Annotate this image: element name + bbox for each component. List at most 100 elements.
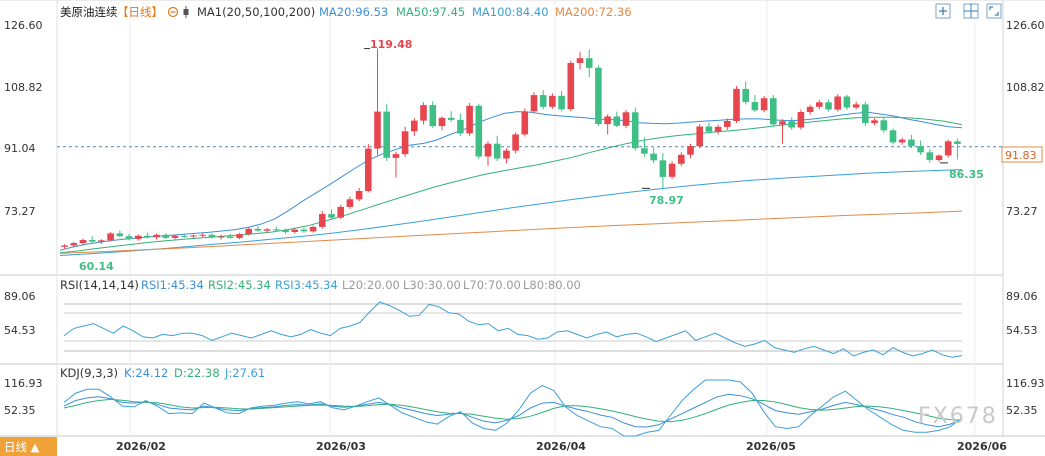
rsi1-line	[63, 301, 963, 358]
candle-up	[852, 104, 860, 108]
period-button-label: 日线 ▲	[4, 440, 40, 454]
candle-down	[954, 141, 961, 144]
candle-down	[162, 234, 170, 238]
candle-up	[346, 199, 354, 207]
candle-up	[79, 240, 87, 244]
candlesticks	[61, 48, 961, 250]
ma20-label: MA20:96.53	[319, 5, 388, 19]
candle-up	[420, 105, 427, 121]
candle-down	[125, 236, 133, 239]
price-tick-left: 126.60	[4, 19, 43, 32]
candle-up	[871, 120, 878, 124]
k-label: K:24.12	[124, 366, 168, 380]
rsi2-label: RSI2:45.34	[208, 278, 271, 292]
candle-down	[705, 126, 713, 132]
candle-up	[530, 95, 538, 112]
candle-up	[944, 141, 952, 156]
candle-up	[107, 233, 114, 241]
candle-up	[190, 235, 197, 237]
rsi-line	[63, 301, 963, 358]
candle-down	[88, 240, 96, 242]
indicator-label: MA1(20,50,100,200)	[197, 5, 315, 19]
expand-icon[interactable]	[986, 3, 1002, 19]
candle-down	[843, 96, 851, 108]
grid-icon[interactable]	[963, 3, 979, 19]
candle-up	[236, 234, 243, 238]
candle-up	[576, 58, 584, 63]
candle-up	[392, 154, 400, 158]
candle-down	[742, 88, 749, 102]
rsi-tick-right: 54.53	[1006, 324, 1038, 337]
ma-line-ma20	[59, 111, 963, 251]
candle-down	[862, 104, 869, 123]
candle-down	[889, 130, 897, 143]
candle-up	[70, 243, 78, 246]
low-annotation-1: 60.14	[79, 260, 114, 273]
candle-down	[825, 102, 832, 110]
l70-label: L70:70.00	[463, 278, 521, 292]
candle-down	[641, 148, 648, 154]
candle-up	[134, 235, 142, 239]
candle-down	[631, 112, 639, 149]
candle-up	[365, 148, 372, 191]
candle-up	[678, 154, 685, 164]
candlestick-icon	[183, 6, 189, 18]
candle-up	[245, 228, 252, 235]
kdj-label: KDJ(9,3,3)	[60, 366, 118, 380]
candle-up	[806, 106, 814, 112]
candle-up	[733, 88, 740, 121]
rsi-label: RSI(14,14,14)	[60, 278, 139, 292]
candle-down	[282, 230, 289, 233]
candle-up	[622, 112, 630, 126]
candle-up	[797, 112, 805, 128]
price-tick-left: 91.04	[4, 142, 36, 155]
price-y-axis: 126.60 108.82 91.04 73.27 126.60 108.82 …	[4, 19, 1045, 218]
candle-up	[199, 234, 206, 236]
x-tick: 2026/03	[316, 440, 366, 453]
kdj-lines	[63, 379, 963, 437]
candle-up	[834, 96, 841, 110]
candle-up	[438, 117, 446, 127]
candle-up	[484, 143, 492, 157]
candle-up	[898, 139, 906, 143]
ma100-label: MA100:84.40	[472, 5, 549, 19]
zoom-in-icon[interactable]	[935, 3, 951, 19]
candle-down	[457, 119, 464, 134]
ma-line-ma50	[59, 116, 963, 254]
low-annotation-2: 78.97	[649, 194, 684, 207]
period-button[interactable]: 日线 ▲	[0, 437, 57, 456]
price-tick-right: 126.60	[1006, 19, 1045, 32]
kdj-k-line	[63, 393, 963, 428]
indicator-settings-icon[interactable]	[167, 6, 179, 18]
candle-up	[604, 116, 611, 125]
candle-down	[475, 105, 483, 157]
candle-up	[567, 63, 575, 110]
candle-down	[650, 153, 657, 161]
candle-up	[668, 163, 676, 177]
candle-up	[355, 191, 363, 200]
kdj-tick-right: 52.35	[1006, 404, 1038, 417]
candle-down	[208, 234, 216, 238]
ma50-label: MA50:97.45	[396, 5, 465, 19]
candle-down	[539, 95, 547, 107]
candle-down	[788, 121, 795, 128]
candle-up	[512, 134, 519, 151]
candle-up	[549, 95, 556, 107]
ma200-label: MA200:72.36	[555, 5, 632, 19]
candle-up	[61, 245, 68, 247]
rsi3-label: RSI3:45.34	[275, 278, 338, 292]
candle-up	[696, 126, 703, 147]
candle-up	[687, 146, 694, 155]
vertical-gridlines	[129, 0, 976, 436]
candle-up	[374, 111, 381, 149]
x-axis: 2026/02 2026/03 2026/04 2026/05 2026/06	[116, 440, 1007, 453]
candle-up	[153, 234, 160, 238]
candle-up	[521, 111, 529, 135]
candle-up	[503, 150, 510, 159]
low-annotation-3: 86.35	[949, 168, 984, 181]
candle-up	[217, 236, 225, 238]
candle-up	[171, 235, 179, 238]
candle-up	[337, 206, 344, 218]
candle-down	[908, 139, 915, 147]
